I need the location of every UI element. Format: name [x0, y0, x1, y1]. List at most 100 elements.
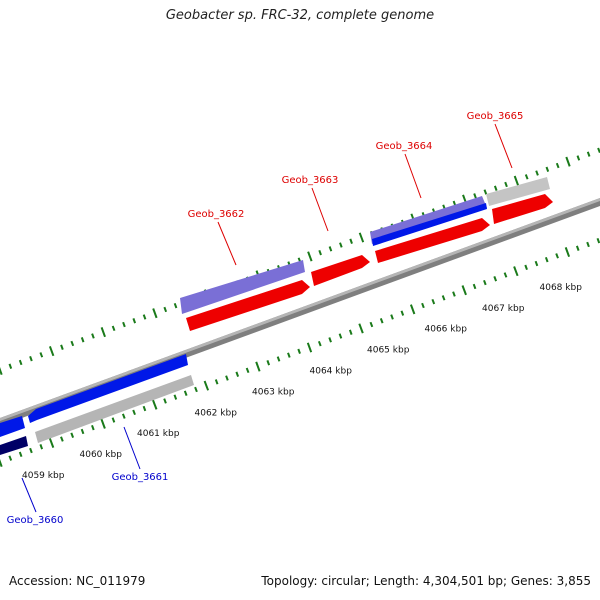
inner-track-minor-tick [596, 237, 600, 244]
scale-label: 4065 kbp [367, 346, 410, 356]
inner-track-minor-tick [194, 386, 198, 393]
gene-geob-3662-lower-arrow [186, 280, 310, 331]
inner-track-major-tick [100, 418, 106, 429]
inner-track-minor-tick [534, 260, 539, 267]
inner-track-minor-tick [132, 409, 136, 416]
accession-label: Accession: NC_011979 [9, 574, 146, 588]
leader-geob-3662 [217, 221, 237, 266]
outer-track-minor-tick [29, 355, 33, 362]
leader-geob-3663 [311, 187, 329, 232]
inner-track-minor-tick [317, 340, 322, 347]
gene-label-geob-3661: Geob_3661 [112, 472, 169, 483]
gene-geob-3661-arrow [28, 354, 188, 423]
inner-track-minor-tick [472, 283, 477, 290]
inner-track-minor-tick [452, 291, 456, 297]
leader-geob-3665 [494, 123, 513, 169]
inner-track-minor-tick [503, 272, 508, 278]
inner-track-minor-tick [235, 371, 240, 377]
outer-track-minor-tick [8, 363, 13, 369]
inner-track-minor-tick [390, 314, 394, 320]
inner-track-minor-tick [441, 295, 446, 301]
inner-track-minor-tick [431, 298, 436, 305]
outer-track-minor-tick [132, 318, 137, 324]
inner-track-minor-tick [142, 405, 147, 412]
inner-track-minor-tick [379, 318, 384, 324]
gene-dark-blue-segment [0, 436, 28, 455]
inner-track-minor-tick [18, 451, 23, 458]
leader-geob-3660 [21, 477, 37, 513]
outer-track-minor-tick [473, 193, 477, 199]
gene-label-geob-3660: Geob_3660 [7, 515, 64, 526]
outer-track-minor-tick [493, 185, 498, 191]
inner-track-major-tick [48, 437, 55, 448]
inner-track-minor-tick [91, 424, 95, 431]
outer-track-major-tick [513, 175, 520, 186]
scale-label: 4062 kbp [195, 408, 238, 418]
gene-label-geob-3665: Geob_3665 [467, 111, 524, 122]
gene-geob-3662-upper-arrow [180, 260, 305, 314]
gene-geob-3665-lower-arrow [492, 194, 553, 224]
gene-geob-3660-arrow [0, 416, 25, 437]
outer-track-minor-tick [70, 340, 75, 347]
inner-track-minor-tick [338, 333, 343, 339]
leader-geob-3661 [123, 426, 141, 470]
inner-track-minor-tick [39, 444, 44, 450]
inner-track-major-tick [409, 304, 416, 315]
outer-track-major-tick [152, 308, 158, 319]
inner-track-minor-tick [328, 337, 332, 343]
inner-track-minor-tick [555, 253, 559, 259]
inner-track-major-tick [513, 266, 519, 277]
gene-label-geob-3663: Geob_3663 [282, 175, 339, 186]
outer-track-minor-tick [60, 344, 64, 350]
inner-track-minor-tick [214, 379, 219, 385]
outer-track-minor-tick [142, 314, 147, 320]
gene-geob-3664-lower-arrow [375, 218, 490, 263]
inner-track-major-tick [203, 380, 210, 391]
outer-track-minor-tick [339, 242, 343, 248]
inner-track-minor-tick [70, 432, 75, 438]
outer-track-minor-tick [545, 166, 550, 172]
inner-track-minor-tick [111, 417, 116, 423]
scale-label: 4063 kbp [252, 387, 295, 397]
scale-label: 4059 kbp [22, 471, 65, 481]
outer-track-minor-tick [173, 302, 178, 309]
inner-track-minor-tick [287, 352, 291, 358]
scale-label: 4068 kbp [540, 283, 583, 293]
inner-track-major-tick [306, 342, 313, 353]
inner-track-major-tick [152, 399, 158, 410]
outer-track-major-tick [0, 367, 3, 376]
outer-track-minor-tick [504, 181, 508, 188]
inner-track-minor-tick [586, 241, 590, 248]
inner-track-minor-tick [163, 398, 167, 404]
outer-track-minor-tick [80, 337, 85, 343]
topology-label: Topology: circular; Length: 4,304,501 bp… [261, 574, 591, 588]
gene-grey-segment-a [35, 375, 194, 443]
inner-track-minor-tick [544, 256, 549, 263]
outer-track-minor-tick [163, 306, 168, 313]
inner-track-minor-tick [173, 394, 178, 400]
scale-label: 4067 kbp [482, 304, 525, 314]
gene-geob-3664-blue-band [372, 203, 487, 246]
gene-grey-segment-b [486, 177, 550, 206]
inner-track-minor-tick [60, 436, 64, 442]
genome-title: Geobacter sp. FRC-32, complete genome [165, 8, 435, 23]
scale-label: 4066 kbp [425, 325, 468, 335]
leader-geob-3664 [404, 153, 422, 199]
inner-track-minor-tick [266, 360, 271, 366]
inner-track-minor-tick [400, 310, 405, 316]
inner-track-minor-tick [297, 348, 301, 354]
inner-track-minor-tick [8, 455, 13, 461]
inner-track-minor-tick [276, 356, 281, 362]
outer-track-minor-tick [535, 170, 539, 176]
inner-track-major-tick [358, 323, 364, 334]
outer-track-minor-tick [18, 359, 23, 366]
outer-track-minor-tick [576, 155, 581, 161]
outer-track-minor-tick [555, 162, 560, 169]
outer-track-major-tick [358, 232, 365, 243]
gene-label-geob-3662: Geob_3662 [188, 209, 245, 220]
scale-label: 4061 kbp [137, 429, 180, 439]
gene-geob-3663-arrow [311, 255, 370, 286]
inner-track-major-tick [255, 361, 261, 372]
